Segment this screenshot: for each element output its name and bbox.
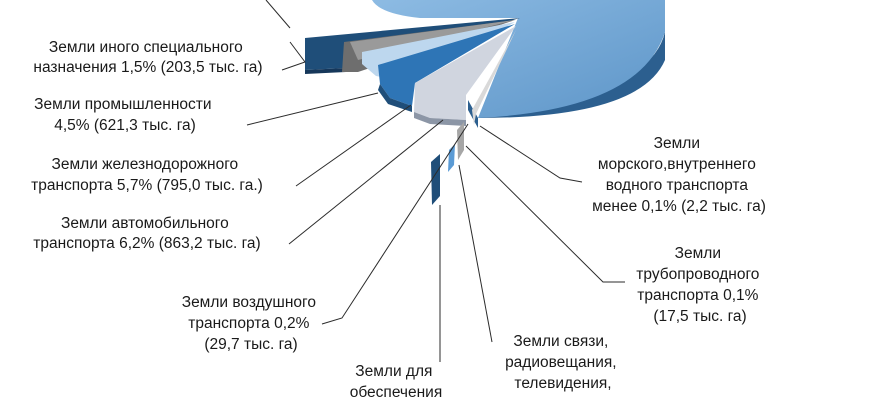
label-line: (17,5 тыс. га) xyxy=(653,308,746,325)
slice-other-special-side xyxy=(305,68,346,74)
leader-air xyxy=(321,123,469,325)
label-line: менее 0,1% (2,2 тыс. га) xyxy=(592,198,766,215)
label-line: телевидения, xyxy=(514,375,611,392)
label-line: обеспечения xyxy=(350,384,443,400)
slice-road-side xyxy=(414,112,466,126)
label-line: Земли железнодорожного xyxy=(52,156,239,173)
large-slice xyxy=(372,0,665,118)
label-line: Земли промышленности xyxy=(34,96,211,113)
label-other-special: Земли иного специального назначения 1,5%… xyxy=(33,39,262,76)
label-railway: Земли железнодорожного транспорта 5,7% (… xyxy=(31,156,263,194)
label-line: водного транспорта xyxy=(606,177,749,194)
label-line: Земли иного специального xyxy=(49,39,243,56)
label-industry: Земли промышленности 4,5% (621,3 тыс. га… xyxy=(34,96,216,134)
leader-road xyxy=(288,119,444,245)
label-pipeline: Земли трубопроводного транспорта 0,1% (1… xyxy=(636,245,763,325)
label-line: транспорта 5,7% (795,0 тыс. га.) xyxy=(31,177,263,194)
label-line: Земли xyxy=(675,245,721,262)
label-line: транспорта 0,1% xyxy=(637,287,758,304)
leader-railway xyxy=(295,104,412,187)
label-line: транспорта 0,2% xyxy=(188,315,309,332)
leader-communication xyxy=(458,164,493,343)
leader-water xyxy=(479,125,583,183)
leader-pipeline xyxy=(465,145,625,283)
label-line: транспорта 6,2% (863,2 тыс. га) xyxy=(33,235,260,252)
label-line: Земли автомобильного xyxy=(61,215,229,232)
label-air: Земли воздушного транспорта 0,2% (29,7 т… xyxy=(182,294,321,353)
label-defense: Земли для обеспечения xyxy=(350,363,443,400)
label-line: Земли воздушного xyxy=(182,294,316,311)
label-line: морского,внутреннего xyxy=(598,156,756,173)
large-slice-side xyxy=(478,0,665,118)
label-line: 4,5% (621,3 тыс. га) xyxy=(54,117,196,134)
label-communication: Земли связи, радиовещания, телевидения, xyxy=(505,333,621,392)
label-water: Земли морского,внутреннего водного транс… xyxy=(592,135,766,215)
label-line: трубопроводного xyxy=(636,266,759,283)
label-line: назначения 1,5% (203,5 тыс. га) xyxy=(33,59,262,76)
leader-other-special xyxy=(281,41,306,71)
leader-top xyxy=(265,0,291,29)
label-line: Земли связи, xyxy=(513,333,608,350)
label-line: Земли для xyxy=(355,363,432,380)
slice-defense xyxy=(431,154,440,205)
slice-road xyxy=(414,26,516,120)
label-line: Земли xyxy=(654,135,700,152)
label-road: Земли автомобильного транспорта 6,2% (86… xyxy=(33,215,260,252)
leader-industry xyxy=(246,92,379,126)
slice-industry xyxy=(378,24,515,106)
slice-industry-side xyxy=(378,84,412,112)
label-line: радиовещания, xyxy=(505,354,617,371)
slice-pipeline xyxy=(448,144,455,172)
slice-communication xyxy=(457,122,464,160)
label-line: (29,7 тыс. га) xyxy=(204,336,297,353)
